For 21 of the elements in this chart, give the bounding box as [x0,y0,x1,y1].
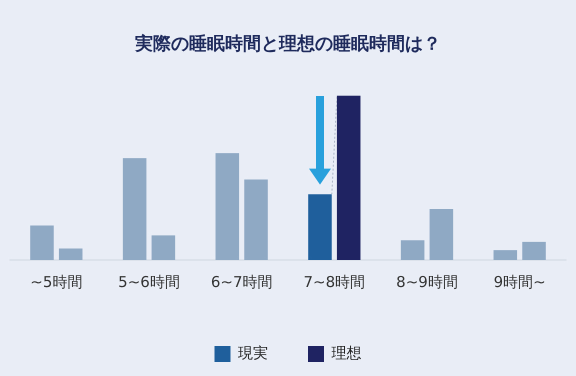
bar [58,248,82,260]
bar [430,209,454,260]
x-tick-label: 7~8時間 [304,272,366,291]
x-tick-label: 8~9時間 [396,272,458,291]
x-tick-label: ~5時間 [30,272,82,291]
legend-label: 理想 [332,344,362,362]
bar [494,250,518,260]
bar [522,242,546,260]
bar [308,194,332,260]
x-tick-label: 6~7時間 [210,272,272,291]
bar [336,96,360,260]
x-tick-label: 9時間~ [494,272,546,291]
bar [122,158,146,260]
bar [152,235,176,260]
bar [400,240,424,260]
x-tick-label: 5~6時間 [118,272,180,291]
legend-label: 現実 [238,344,268,362]
bar [30,225,54,260]
chart-title: 実際の睡眠時間と理想の睡眠時間は？ [134,33,441,54]
bar [244,179,268,260]
bar [216,153,240,260]
